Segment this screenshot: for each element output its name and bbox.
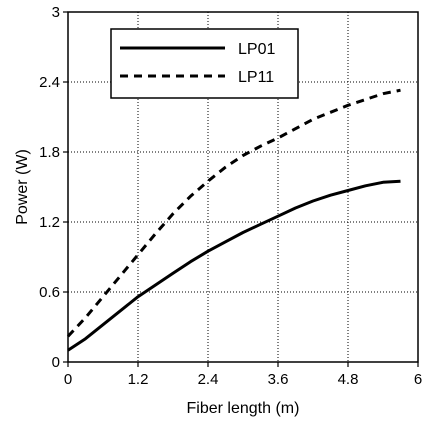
y-tick-label: 1.8: [39, 144, 60, 161]
x-axis-label: Fiber length (m): [187, 400, 300, 417]
y-tick-label: 1.2: [39, 214, 60, 231]
grid: [68, 12, 418, 362]
y-tick-label: 2.4: [39, 74, 60, 91]
legend-label-lp11: LP11: [238, 69, 274, 86]
legend-label-lp01: LP01: [238, 41, 275, 58]
x-tick-label: 4.8: [338, 371, 359, 388]
legend: LP01 LP11: [110, 28, 299, 99]
series-line-lp01: [67, 179, 401, 352]
x-tick-label: 6: [414, 371, 422, 388]
series-lines: [66, 88, 401, 352]
series-line-lp11: [66, 88, 401, 338]
x-tick-label: 1.2: [128, 371, 149, 388]
y-axis-label: Power (W): [14, 149, 31, 225]
y-tick-label: 3: [52, 4, 60, 21]
x-tick-label: 0: [64, 371, 72, 388]
legend-box: [110, 28, 299, 99]
y-tick-label: 0.6: [39, 284, 60, 301]
axis-ticks: 0 1.2 2.4 3.6 4.8 6 0 0.6 1.2 1.8 2.4 3: [39, 4, 422, 388]
x-tick-label: 3.6: [268, 371, 289, 388]
x-tick-label: 2.4: [198, 371, 219, 388]
y-tick-label: 0: [52, 354, 60, 371]
plot-area-frame: [67, 11, 419, 363]
